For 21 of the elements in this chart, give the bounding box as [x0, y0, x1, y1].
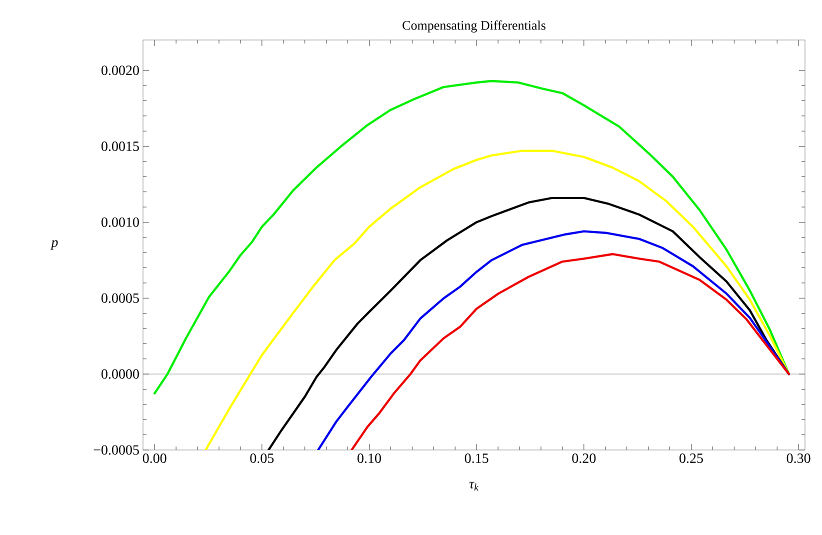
x-axis-title: τ$_{k}$: [469, 482, 479, 490]
x-tick-label: 0.00: [142, 454, 166, 464]
line-series: [350, 253, 790, 450]
x-tick-label: 0.25: [680, 454, 703, 464]
line-series: [267, 196, 790, 450]
y-axis-title: p: [50, 240, 58, 250]
x-tick-label: 0.20: [572, 454, 596, 464]
line-series: [204, 150, 790, 450]
y-tick-label: 0.0020: [102, 66, 139, 76]
x-tick-label: 0.10: [358, 454, 381, 464]
y-tick-label: 0.0015: [102, 142, 139, 152]
y-tick-label: −0.0005: [94, 445, 139, 455]
x-tick-label: 0.30: [786, 454, 810, 464]
y-tick-label: 0.0005: [102, 293, 139, 303]
line-series: [317, 230, 790, 450]
x-tick-label: 0.15: [464, 454, 488, 464]
x-tick-label: 0.05: [250, 454, 274, 464]
y-tick-label: 0.0000: [102, 369, 139, 379]
line-series: [154, 80, 790, 394]
y-tick-label: 0.0010: [102, 217, 139, 227]
chart-title: Compensating Differentials: [402, 20, 546, 32]
